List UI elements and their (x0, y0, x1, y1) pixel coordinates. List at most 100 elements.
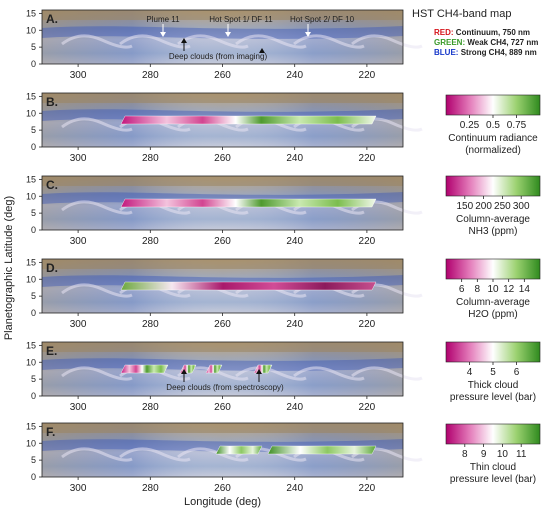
colorbar-gradient (445, 175, 541, 197)
colorbar-tick-label: 300 (513, 201, 530, 212)
annotation-text: Hot Spot 1/ DF 11 (209, 15, 273, 24)
panel-letter: C. (46, 178, 58, 192)
annotation-arrowhead (181, 369, 187, 374)
retrieval-strip-segment (215, 445, 263, 455)
lon-tick-label: 300 (70, 153, 87, 164)
legend-blue: BLUE: Strong CH4, 889 nm (434, 48, 537, 58)
colorbar-tick-label: 150 (456, 201, 473, 212)
legend-green-channel: GREEN: (434, 38, 466, 47)
annotation-text: Hot Spot 2/ DF 10 (290, 15, 355, 24)
map-cloud-wisp (235, 34, 307, 49)
map-cloud-wisp (293, 366, 365, 381)
colorbar-tick-label: 14 (519, 284, 531, 295)
lat-tick-label: 5 (31, 125, 36, 135)
lon-tick-label: 220 (359, 236, 376, 247)
colorbar-label: Thick cloud (468, 380, 519, 391)
annotation-arrowhead (181, 38, 187, 43)
colorbar-label: Continuum radiance (448, 133, 538, 144)
lon-tick-label: 300 (70, 236, 87, 247)
lon-tick-label: 280 (142, 402, 159, 413)
retrieval-strip-segment (267, 445, 377, 455)
panel-3: 0 5 10 15 300 280 260 240 220 C. (26, 174, 423, 247)
panel-letter: E. (46, 344, 57, 358)
map-cloud-wisp (61, 34, 133, 49)
lon-tick-label: 240 (286, 402, 303, 413)
lat-tick-label: 0 (31, 59, 36, 69)
retrieval-strip-segment (205, 364, 223, 374)
colorbar-label: Column-average (456, 297, 530, 308)
panel-letter: B. (46, 95, 58, 109)
annotation-arrowhead (225, 32, 231, 37)
legend-green-desc: Weak CH4, 727 nm (467, 38, 539, 47)
lon-tick-label: 260 (214, 402, 231, 413)
lon-tick-label: 240 (286, 70, 303, 81)
legend-red-desc: Continuum, 750 nm (455, 28, 531, 37)
map-north-band (42, 176, 403, 186)
annotation-deep-clouds-spectroscopy: Deep clouds (from spectroscopy) (166, 369, 284, 392)
lon-tick-label: 240 (286, 153, 303, 164)
panel-6: 0 5 10 15 300 280 260 240 220 F. (26, 421, 423, 494)
lat-tick-label: 0 (31, 142, 36, 152)
map-cloud-wisp (293, 34, 365, 49)
colorbar-label: NH3 (ppm) (469, 226, 518, 237)
map-cloud-wisp (61, 366, 133, 381)
lat-tick-label: 0 (31, 308, 36, 318)
colorbar-gradient (445, 94, 541, 116)
panel-5: 0 5 10 15 300 280 260 240 220 E. (26, 340, 423, 413)
annotation-arrowhead (305, 32, 311, 37)
panel-4: 0 5 10 15 300 280 260 240 220 D. (26, 257, 423, 330)
lon-tick-label: 240 (286, 319, 303, 330)
colorbar-tick-label: 10 (487, 284, 499, 295)
legend-red-channel: RED: (434, 28, 454, 37)
lat-tick-label: 10 (26, 357, 36, 367)
map-cloud-wisp (61, 117, 133, 132)
panel-letter: D. (46, 261, 58, 275)
lat-tick-label: 5 (31, 374, 36, 384)
lon-tick-label: 280 (142, 483, 159, 494)
colorbar-tick-label: 0.25 (460, 120, 480, 131)
lon-tick-label: 260 (214, 236, 231, 247)
lon-tick-label: 260 (214, 319, 231, 330)
lon-tick-label: 300 (70, 483, 87, 494)
colorbar-tick-label: 8 (462, 449, 468, 460)
map-north-band (42, 423, 403, 433)
colorbar-tick-label: 11 (516, 449, 527, 460)
panel-1: 0 5 10 15 300 280 260 240 220 A. (26, 8, 423, 81)
annotation-arrowhead (259, 48, 265, 53)
retrieval-strip-segment (120, 364, 169, 374)
colorbar-tick-label: 10 (497, 449, 509, 460)
legend-green: GREEN: Weak CH4, 727 nm (434, 38, 538, 48)
lon-tick-label: 240 (286, 483, 303, 494)
annotation-text: Deep clouds (from imaging) (169, 52, 268, 61)
colorbar-gradient (445, 258, 541, 280)
lon-tick-label: 220 (359, 402, 376, 413)
lon-tick-label: 280 (142, 236, 159, 247)
lon-tick-label: 220 (359, 153, 376, 164)
x-axis-label: Longitude (deg) (184, 496, 261, 508)
annotation-plume-11: Plume 11 (146, 15, 180, 37)
colorbar-tick-label: 250 (494, 201, 511, 212)
annotation-text: Plume 11 (146, 15, 180, 24)
colorbar-tick-label: 5 (490, 367, 496, 378)
lon-tick-label: 220 (359, 70, 376, 81)
lat-tick-label: 5 (31, 455, 36, 465)
colorbar-tick-label: 6 (514, 367, 520, 378)
lon-tick-label: 240 (286, 236, 303, 247)
colorbar-tick-label: 200 (475, 201, 492, 212)
map-cloud-wisp (351, 366, 423, 381)
lon-tick-label: 280 (142, 70, 159, 81)
lon-tick-label: 260 (214, 483, 231, 494)
panel-2: 0 5 10 15 300 280 260 240 220 B. (26, 91, 423, 164)
colorbar-label: Thin cloud (470, 462, 516, 473)
colorbar-label: pressure level (bar) (450, 474, 536, 485)
lon-tick-label: 300 (70, 402, 87, 413)
colorbar-tick-label: 0.75 (507, 120, 527, 131)
y-axis-label: Planetographic Latitude (deg) (3, 196, 15, 340)
lat-tick-label: 5 (31, 291, 36, 301)
lat-tick-label: 15 (26, 257, 36, 267)
annotation-arrowhead (160, 32, 166, 37)
colorbar-tick-label: 12 (503, 284, 515, 295)
map-cloud-wisp (235, 366, 307, 381)
